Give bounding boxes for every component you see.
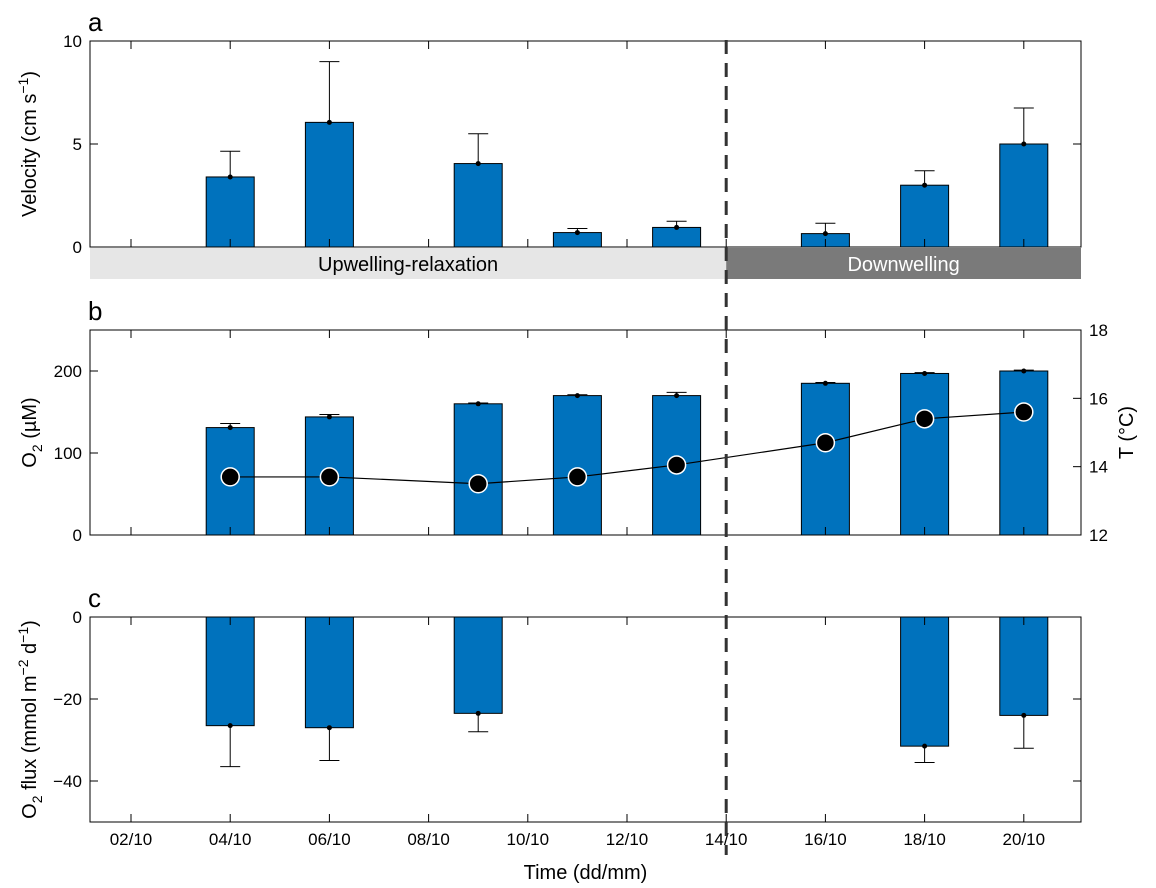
bar-center-dot <box>227 723 233 729</box>
y-axis-label: O2 flux (mmol m−2 d−1) <box>15 620 45 819</box>
bar <box>652 226 702 248</box>
temperature-point <box>319 467 340 487</box>
panel-a: a 0 5 10 Velocity (cm s−1) <box>15 7 1082 257</box>
bar-center-dot <box>674 224 680 230</box>
bar-center-dot <box>1021 712 1027 718</box>
x-tick-label: 04/10 <box>209 830 252 849</box>
right-y-tick-label: 12 <box>1089 526 1108 545</box>
y-tick-label: 200 <box>54 362 82 381</box>
temperature-point <box>567 467 588 487</box>
y-tick-label: 0 <box>73 608 82 627</box>
x-tick-label: 02/10 <box>110 830 153 849</box>
bar-center-dot <box>674 393 680 399</box>
regime-band-upwelling <box>90 248 727 279</box>
y-tick-label: −20 <box>53 690 82 709</box>
bar <box>453 616 503 714</box>
temperature-point <box>815 433 836 453</box>
axes-frame <box>89 616 1082 823</box>
bar-center-dot <box>326 119 332 125</box>
bar-center-dot <box>475 401 481 407</box>
temperature-point <box>666 455 687 475</box>
bar-center-dot <box>475 710 481 716</box>
bar-center-dot <box>574 230 580 236</box>
right-y-tick-label: 18 <box>1089 321 1108 340</box>
temperature-point <box>1014 402 1034 422</box>
y-tick-label: 10 <box>63 32 82 51</box>
y-tick-label: 0 <box>73 238 82 257</box>
x-tick-label: 08/10 <box>407 830 450 849</box>
bar <box>205 176 255 248</box>
bar-center-dot <box>326 414 332 420</box>
y-axis-label: O2 (µM) <box>19 397 45 467</box>
x-tick-label: 14/10 <box>705 830 748 849</box>
bar-center-dot <box>922 370 928 376</box>
y-axis-label: Velocity (cm s−1) <box>15 71 41 217</box>
bar-center-dot <box>574 393 580 399</box>
bar-center-dot <box>227 174 233 180</box>
temperature-point <box>220 467 240 487</box>
bar-center-dot <box>227 425 233 431</box>
x-tick-label: 18/10 <box>903 830 946 849</box>
temperature-point <box>468 474 488 494</box>
bar-center-dot <box>822 231 828 237</box>
bar <box>900 616 950 747</box>
bar-center-dot <box>1021 141 1027 147</box>
bar <box>999 143 1049 248</box>
right-y-tick-label: 16 <box>1089 389 1108 408</box>
temperature-point <box>914 409 935 429</box>
bar-center-dot <box>922 182 928 188</box>
panel-letter-c: c <box>88 583 101 613</box>
bar-center-dot <box>326 725 332 731</box>
bar-center-dot <box>822 380 828 386</box>
y-tick-label: 100 <box>54 444 82 463</box>
right-y-axis-label: T (°C) <box>1116 406 1138 459</box>
temperature-line <box>230 411 1024 485</box>
right-y-tick-label: 14 <box>1089 458 1108 477</box>
bar <box>552 395 602 536</box>
bar <box>999 370 1049 536</box>
bar <box>453 403 503 536</box>
regime-label-upwelling: Upwelling-relaxation <box>318 254 498 276</box>
x-tick-label: 10/10 <box>507 830 550 849</box>
y-tick-label: −40 <box>53 772 82 791</box>
panel-letter-a: a <box>88 7 103 37</box>
panel-b: b 12 14 16 18 T (°C) 0 100 200 O2 (µM) <box>19 296 1138 545</box>
bar-center-dot <box>1021 368 1027 374</box>
bar <box>453 163 503 248</box>
bar-center-dot <box>475 161 481 167</box>
x-axis-label: Time (dd/mm) <box>524 862 648 884</box>
bar <box>304 616 354 729</box>
regime-band-downwelling <box>726 248 1081 279</box>
bar <box>800 382 850 536</box>
bar <box>304 121 354 248</box>
x-tick-label: 16/10 <box>804 830 847 849</box>
regime-label-downwelling: Downwelling <box>847 254 959 276</box>
panel-c: c −40 −20 0 O2 flux (mmol m−2 d−1) <box>15 583 1082 823</box>
bar <box>900 372 950 536</box>
x-tick-label: 20/10 <box>1003 830 1046 849</box>
axes-frame <box>89 329 1082 536</box>
bar <box>999 616 1049 716</box>
bar <box>205 616 255 727</box>
bar <box>900 184 950 248</box>
panel-letter-b: b <box>88 296 102 326</box>
y-tick-label: 0 <box>73 526 82 545</box>
y-tick-label: 5 <box>73 135 82 154</box>
x-tick-label: 06/10 <box>308 830 351 849</box>
bar-center-dot <box>922 743 928 749</box>
x-tick-label: 12/10 <box>606 830 649 849</box>
